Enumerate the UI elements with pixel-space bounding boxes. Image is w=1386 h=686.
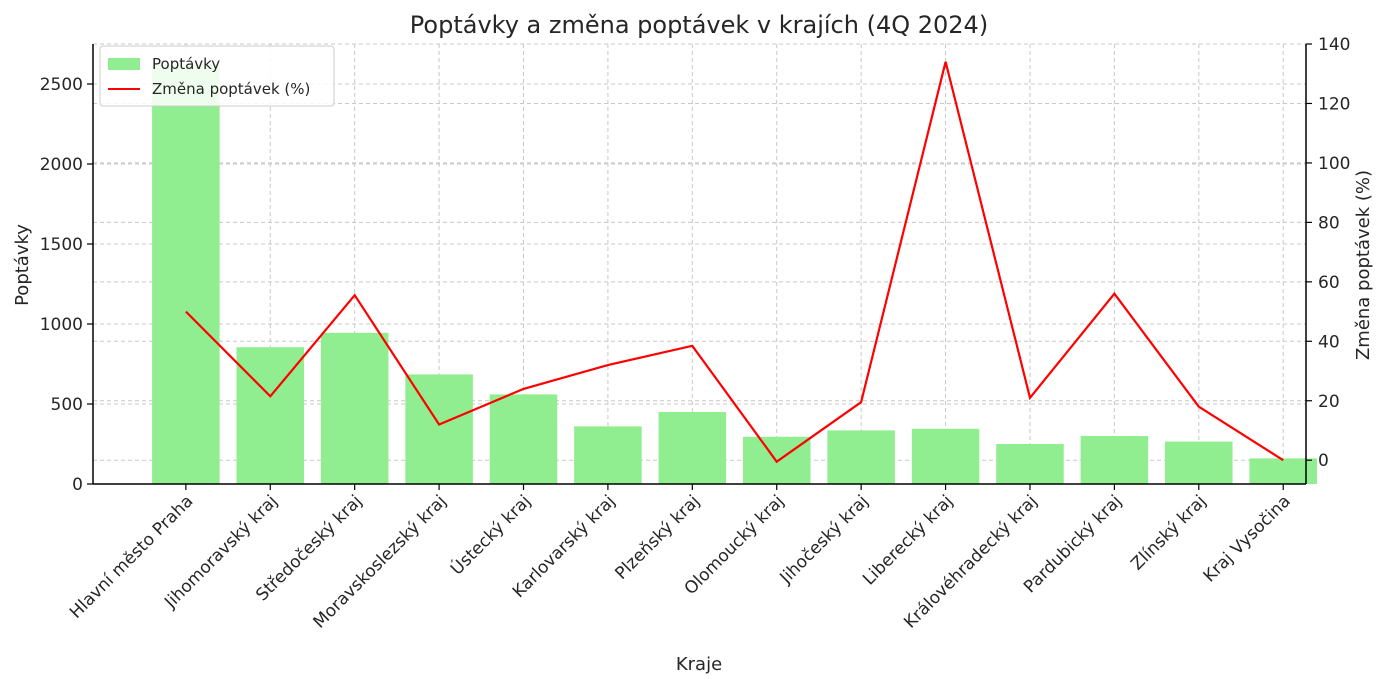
y-tick-label: 500 (51, 395, 83, 415)
y2-tick-label: 0 (1318, 451, 1329, 471)
y2-tick-label: 80 (1318, 213, 1340, 233)
bar-11 (996, 444, 1064, 484)
y-tick-label: 0 (72, 475, 83, 495)
line-layer (185, 61, 1284, 464)
legend-bar-swatch (108, 58, 140, 70)
bar-12 (1080, 436, 1149, 484)
text-layer: Poptávky a změna poptávek v krajích (4Q … (12, 11, 1374, 675)
bar-3 (320, 332, 389, 484)
line-series-change (185, 61, 1284, 464)
bar-14 (1249, 458, 1317, 484)
y2-tick-label: 140 (1318, 35, 1350, 55)
y-tick-label: 2000 (40, 155, 83, 175)
y2-tick-label: 120 (1318, 94, 1350, 114)
y2-axis-title: Změna poptávek (%) (1353, 170, 1374, 360)
bar-13 (1165, 441, 1233, 484)
y2-tick-label: 40 (1318, 332, 1340, 352)
legend: Poptávky Změna poptávek (%) (99, 45, 335, 107)
y-axis-title: Poptávky (12, 224, 33, 306)
legend-bar-label: Poptávky (152, 55, 220, 73)
bar-10 (911, 428, 980, 484)
bar-layer (152, 64, 1317, 485)
y2-tick-label: 20 (1318, 392, 1340, 412)
y2-tick-label: 60 (1318, 273, 1340, 293)
legend-line-label: Změna poptávek (%) (152, 80, 310, 98)
chart-title: Poptávky a změna poptávek v krajích (4Q … (410, 11, 988, 39)
bar-7 (658, 412, 727, 484)
y-tick-label: 2500 (40, 75, 83, 95)
x-axis-title: Kraje (676, 654, 722, 675)
y-tick-label: 1500 (40, 235, 83, 255)
bar-5 (489, 394, 558, 484)
bar-6 (574, 426, 642, 484)
bar-4 (405, 374, 473, 484)
y2-tick-label: 100 (1318, 154, 1350, 174)
bar-9 (827, 430, 895, 484)
y-tick-label: 1000 (40, 315, 83, 335)
bar-1 (152, 64, 220, 485)
legend-box (99, 45, 335, 107)
